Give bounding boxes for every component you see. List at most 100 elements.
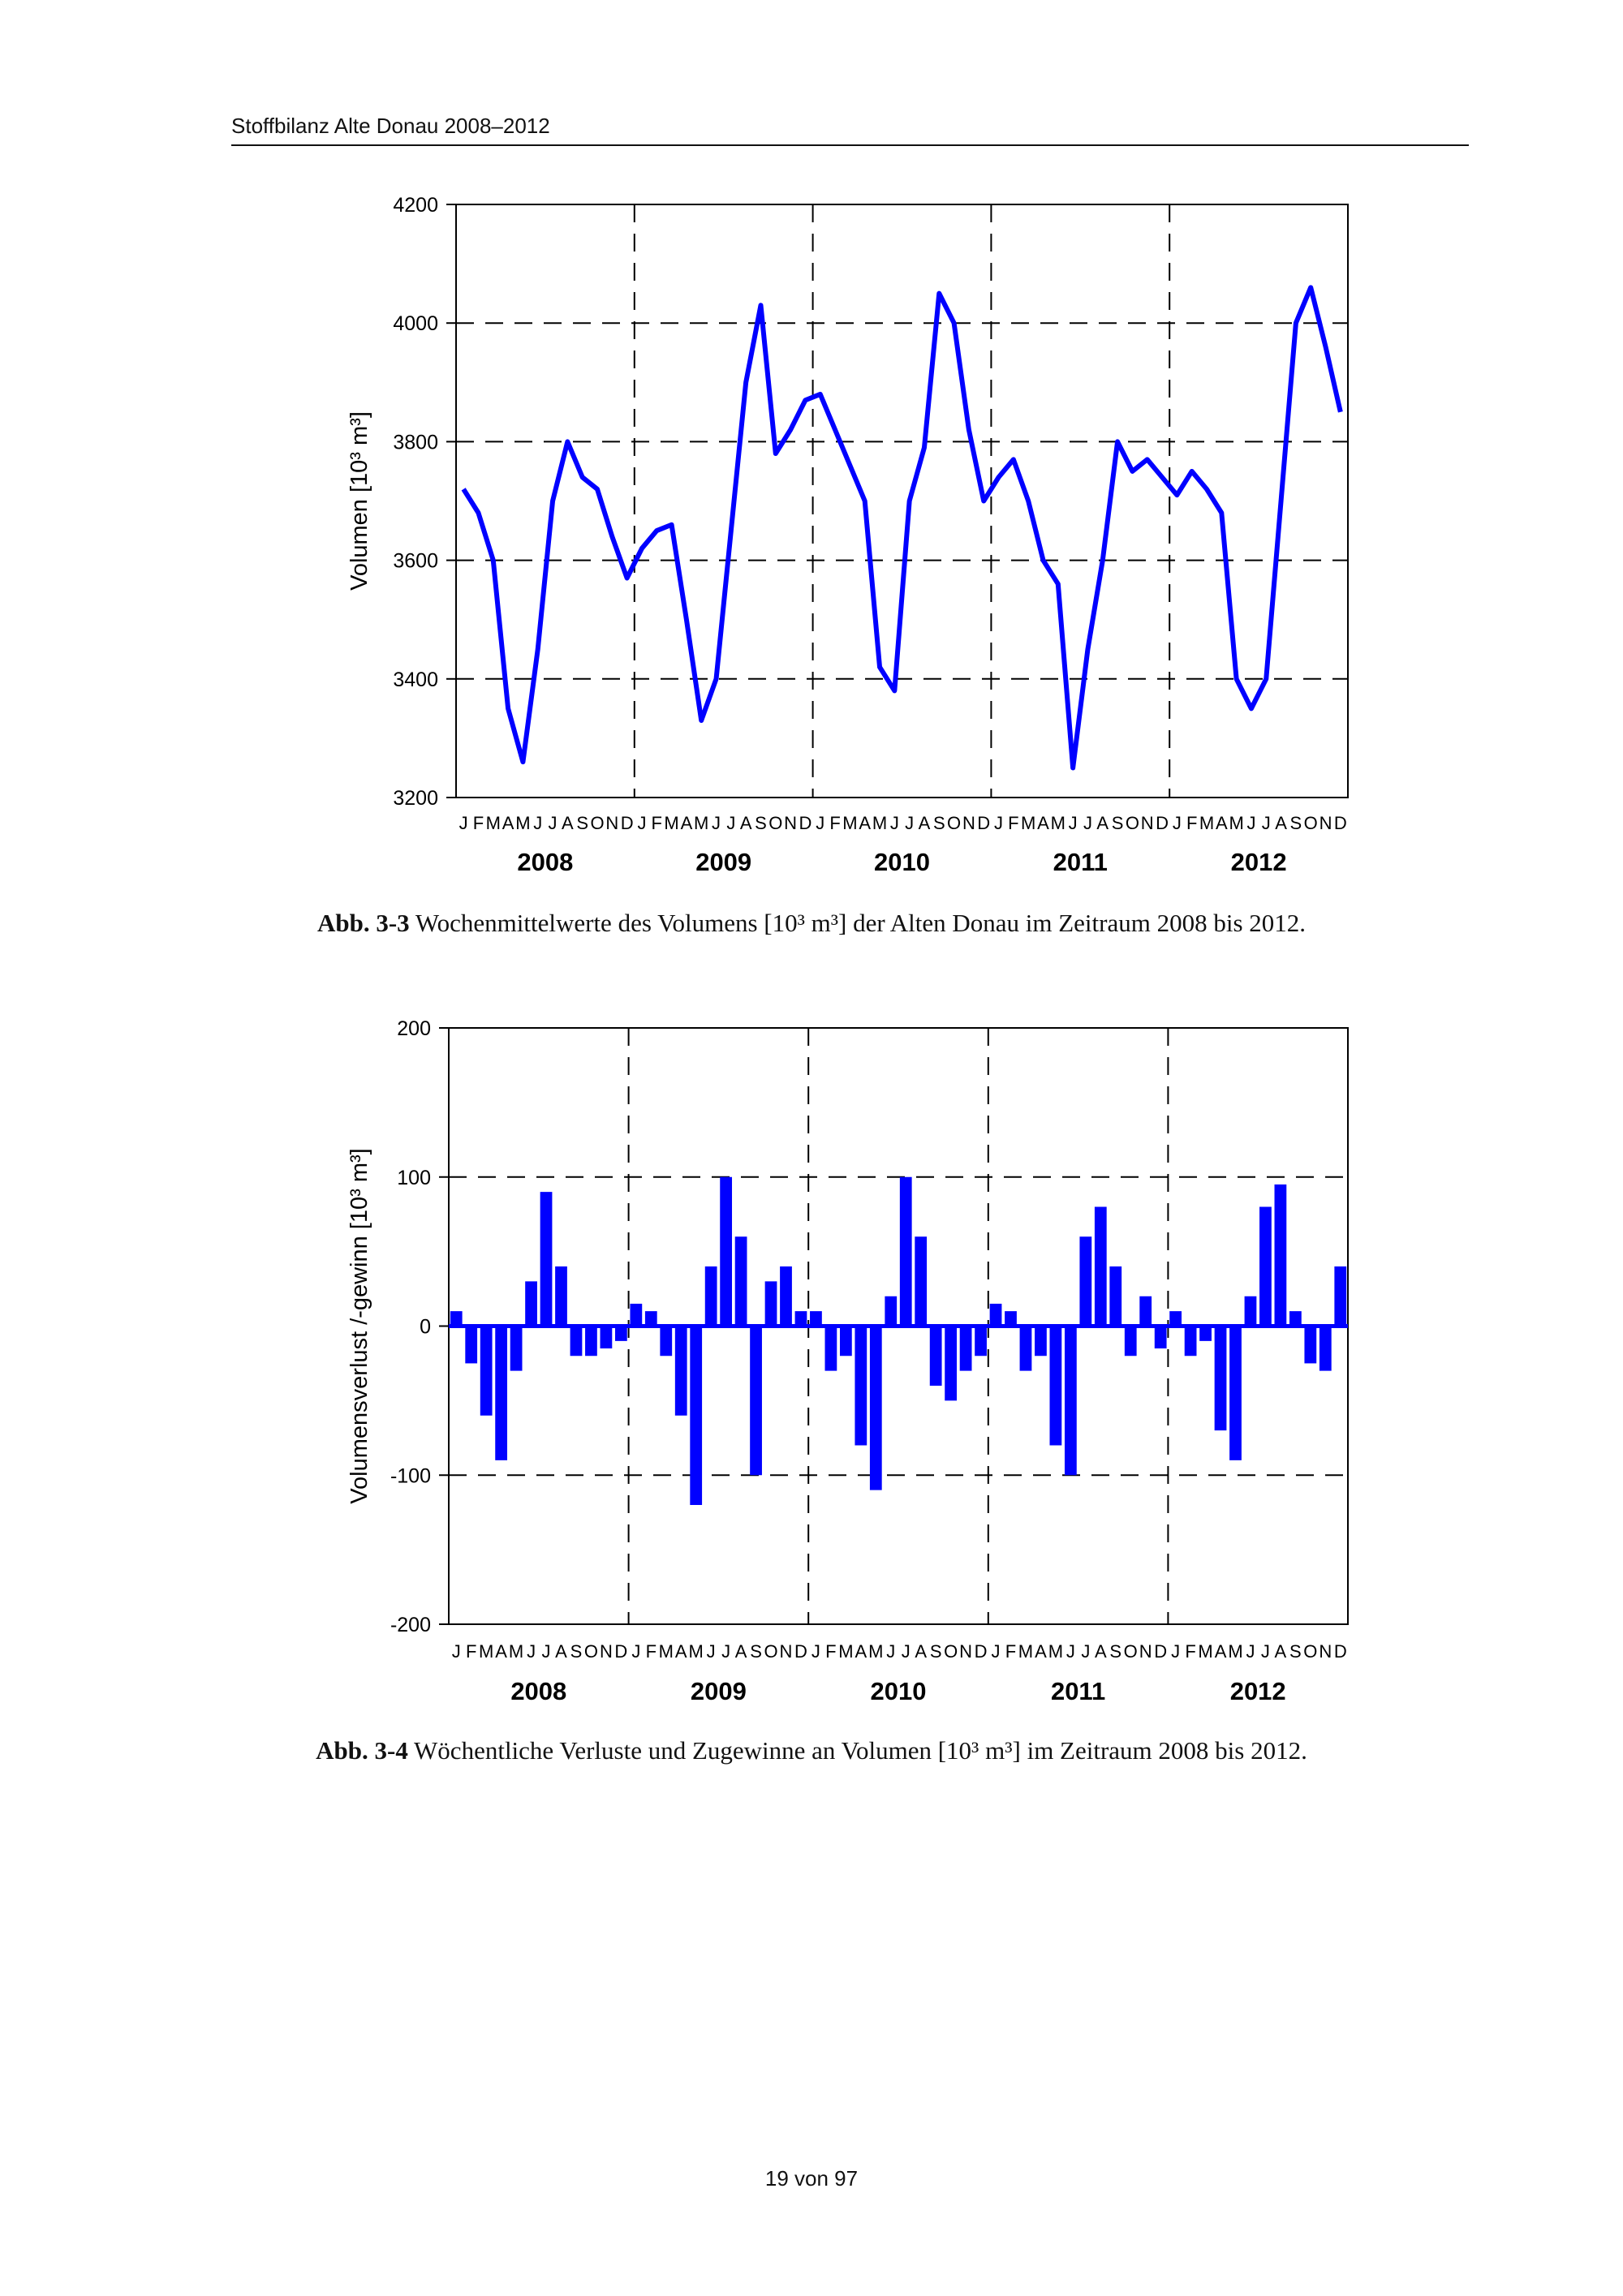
caption-label: Abb. 3-4: [316, 1736, 408, 1765]
bar: [630, 1303, 643, 1326]
running-header: Stoffbilanz Alte Donau 2008–2012: [231, 114, 550, 138]
x-tick-label: J: [1081, 1641, 1090, 1662]
bar: [899, 1176, 912, 1326]
x-tick-label: D: [614, 1641, 627, 1662]
x-tick-label: A: [681, 813, 693, 833]
x-tick-label: J: [994, 813, 1003, 833]
x-tick-label: J: [631, 1641, 640, 1662]
y-tick-label: -100: [390, 1464, 431, 1487]
bar: [540, 1192, 553, 1326]
x-tick-label: M: [509, 1641, 523, 1662]
x-tick-label: O: [590, 813, 604, 833]
bar: [1304, 1326, 1317, 1364]
caption-label: Abb. 3-3: [316, 909, 410, 937]
bar: [690, 1326, 703, 1505]
bar: [1109, 1266, 1122, 1326]
bar: [855, 1326, 867, 1446]
x-tick-label: A: [675, 1641, 687, 1662]
x-tick-label: O: [1126, 813, 1139, 833]
page-number: 19 von 97: [764, 2166, 859, 2191]
x-tick-label: M: [1048, 1641, 1063, 1662]
y-tick-label: -200: [390, 1614, 431, 1636]
x-tick-label: S: [576, 813, 588, 833]
bar: [1169, 1311, 1182, 1326]
bar: [1094, 1206, 1107, 1326]
bar: [915, 1236, 928, 1326]
x-tick-label: M: [659, 1641, 674, 1662]
x-tick-label: J: [712, 813, 721, 833]
bar: [1259, 1206, 1272, 1326]
bar: [975, 1326, 987, 1357]
x-tick-label: J: [527, 1641, 536, 1662]
x-tick-label: M: [1199, 813, 1214, 833]
x-tick-label: J: [637, 813, 646, 833]
bar: [1079, 1236, 1092, 1326]
x-tick-label: F: [1008, 813, 1018, 833]
bar: [614, 1326, 627, 1341]
x-tick-label: A: [855, 1641, 867, 1662]
bar: [570, 1326, 583, 1357]
x-tick-label: J: [816, 813, 824, 833]
y-tick-label: 3400: [393, 669, 438, 691]
bar: [764, 1281, 777, 1326]
bar: [1244, 1296, 1257, 1326]
caption-text: Wöchentliche Verluste und Zugewinne an V…: [414, 1736, 1307, 1765]
bar: [450, 1311, 463, 1326]
x-tick-label: D: [1334, 813, 1347, 833]
x-tick-label: D: [1156, 813, 1169, 833]
x-tick-label: F: [825, 1641, 836, 1662]
bar: [1319, 1326, 1332, 1371]
year-label: 2010: [874, 848, 930, 876]
x-tick-label: F: [473, 813, 484, 833]
x-tick-label: D: [621, 813, 634, 833]
x-tick-label: N: [962, 813, 975, 833]
x-tick-label: J: [890, 813, 899, 833]
bar: [810, 1311, 822, 1326]
x-tick-label: D: [799, 813, 812, 833]
x-tick-label: F: [829, 813, 840, 833]
bar: [1005, 1311, 1017, 1326]
y-tick-label: 4000: [393, 312, 438, 335]
x-tick-label: O: [947, 813, 961, 833]
bar: [734, 1236, 747, 1326]
x-tick-label: A: [859, 813, 871, 833]
x-tick-label: S: [750, 1641, 762, 1662]
bar: [465, 1326, 478, 1364]
header-rule: [231, 144, 1469, 146]
bar: [674, 1326, 687, 1416]
x-tick-label: A: [735, 1641, 747, 1662]
y-tick-label: 200: [397, 1017, 431, 1040]
x-tick-label: N: [1141, 813, 1154, 833]
x-tick-label: M: [486, 813, 501, 833]
x-tick-label: J: [726, 813, 735, 833]
x-tick-label: J: [542, 1641, 551, 1662]
bar: [1064, 1326, 1077, 1476]
year-label: 2012: [1230, 1677, 1286, 1705]
x-tick-label: J: [1261, 1641, 1270, 1662]
x-tick-label: A: [919, 813, 931, 833]
x-tick-label: O: [944, 1641, 958, 1662]
y-tick-label: 0: [420, 1316, 431, 1339]
x-tick-label: J: [1246, 1641, 1255, 1662]
bar: [660, 1326, 673, 1357]
x-tick-label: N: [959, 1641, 972, 1662]
x-tick-label: J: [1173, 813, 1182, 833]
year-label: 2009: [695, 848, 751, 876]
y-tick-label: 4200: [393, 194, 438, 217]
x-tick-label: D: [977, 813, 990, 833]
x-tick-label: A: [1275, 1641, 1287, 1662]
year-label: 2009: [691, 1677, 747, 1705]
x-tick-label: J: [992, 1641, 1001, 1662]
x-tick-label: M: [1018, 1641, 1033, 1662]
x-tick-label: S: [933, 813, 945, 833]
x-tick-label: A: [562, 813, 574, 833]
x-tick-label: S: [930, 1641, 942, 1662]
bar: [750, 1326, 762, 1476]
x-tick-label: S: [1289, 1641, 1302, 1662]
bar: [720, 1176, 733, 1326]
y-tick-label: 3800: [393, 431, 438, 454]
bar: [495, 1326, 508, 1460]
x-tick-label: J: [1262, 813, 1271, 833]
x-tick-label: J: [902, 1641, 911, 1662]
x-tick-label: J: [812, 1641, 820, 1662]
